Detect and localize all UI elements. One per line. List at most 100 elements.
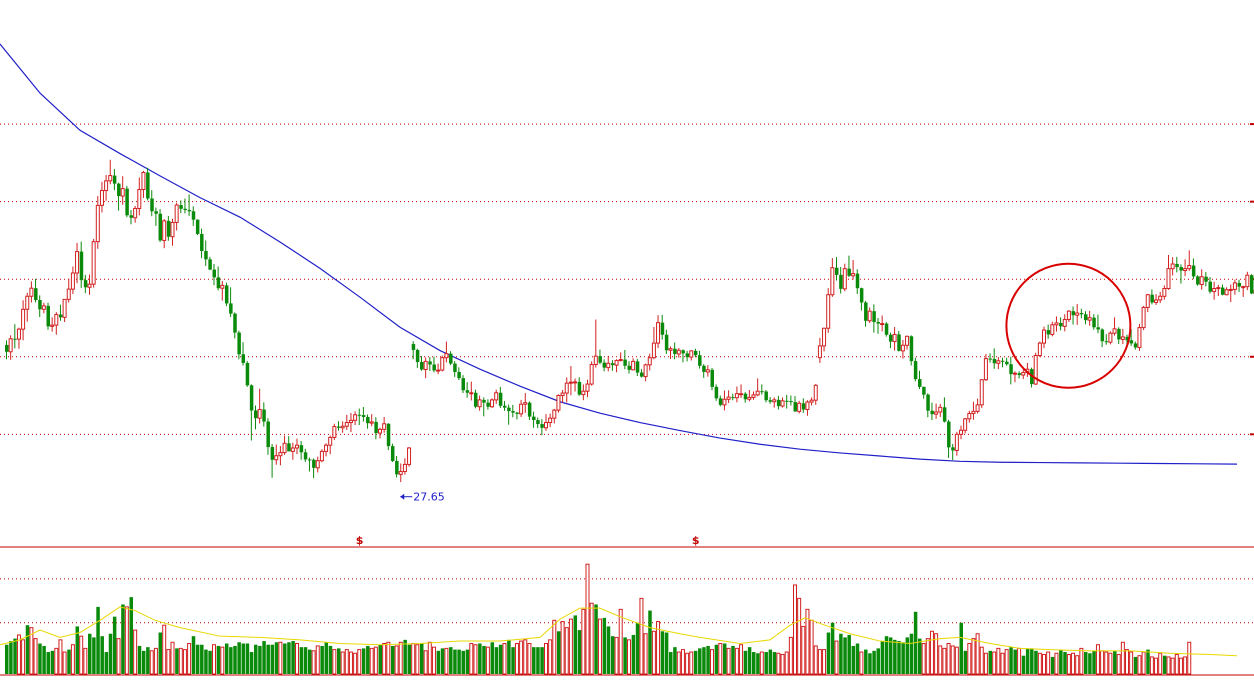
volume-bar-up — [1170, 657, 1175, 675]
volume-bar-down — [536, 647, 540, 674]
candle-body-down — [1005, 361, 1009, 365]
candle — [631, 358, 636, 371]
volume-bar-up — [473, 644, 478, 675]
volume-bar-down — [893, 639, 897, 674]
volume-bar-up — [793, 584, 797, 675]
candle-body-up — [174, 204, 179, 223]
candle-body-up — [880, 323, 885, 326]
volume-bar-down — [756, 653, 760, 674]
volume-bar-down — [121, 604, 125, 674]
volume-bar-down — [100, 636, 104, 674]
candle-body-up — [614, 359, 619, 366]
candle-body-down — [79, 251, 84, 281]
candle — [328, 435, 333, 455]
candle-body-up — [16, 328, 21, 340]
volume-bar-up — [759, 651, 764, 675]
candle-body-down — [1133, 343, 1138, 348]
candle — [930, 402, 934, 421]
volume-bar-down — [905, 637, 910, 674]
candle-body-up — [813, 384, 818, 401]
candle-body-down — [1196, 276, 1200, 285]
volume-bar-up — [485, 646, 490, 675]
candle-body-up — [809, 399, 814, 403]
volume-bar-up — [1071, 652, 1076, 675]
volume-bar-up — [718, 643, 723, 675]
candle-body-down — [183, 208, 187, 211]
candle-body-down — [789, 401, 793, 403]
candle-body-down — [909, 336, 914, 362]
candle-body-up — [585, 383, 590, 392]
volume-bar-up — [1125, 649, 1129, 675]
candle-body-up — [278, 452, 283, 457]
candle-body-down — [947, 421, 951, 448]
candle — [536, 417, 540, 429]
candle — [963, 417, 968, 434]
candle — [428, 357, 432, 372]
candle — [585, 379, 590, 398]
candle — [498, 386, 503, 408]
candle — [909, 335, 914, 366]
candle — [1075, 304, 1080, 325]
candle-body-down — [1191, 265, 1196, 277]
volume-bar-down — [262, 641, 266, 674]
candle-body-up — [772, 399, 777, 403]
candle-body-up — [739, 393, 744, 396]
volume-bar-down — [237, 642, 241, 674]
candle — [166, 215, 171, 241]
candle-body-up — [41, 305, 46, 310]
candle — [668, 346, 673, 359]
candle — [432, 356, 436, 373]
candle-body-up — [548, 417, 553, 424]
candle — [651, 326, 656, 360]
candle-body-down — [602, 362, 607, 368]
candle-body-up — [315, 460, 320, 469]
candle — [1062, 314, 1067, 332]
candle-body-up — [905, 335, 910, 346]
candle — [647, 353, 652, 371]
candle — [449, 351, 453, 366]
candle — [8, 335, 13, 360]
volume-bar-up — [983, 652, 988, 675]
candle-body-up — [66, 288, 71, 300]
candle-body-up — [983, 358, 988, 381]
candle — [262, 402, 266, 427]
candle — [87, 274, 92, 295]
candle-body-up — [1033, 355, 1038, 385]
volume-bar-up — [1004, 649, 1009, 675]
candle-body-down — [125, 188, 129, 216]
candle-body-up — [1216, 287, 1221, 290]
candle-body-down — [577, 381, 582, 395]
candle — [967, 410, 972, 423]
candle-body-down — [270, 447, 275, 460]
volume-bar-up — [548, 639, 553, 675]
candle — [162, 219, 167, 249]
candle — [1187, 250, 1192, 271]
volume-bar-down — [141, 650, 146, 674]
candle-body-up — [324, 444, 329, 452]
candle-body-down — [710, 369, 714, 387]
candle — [685, 350, 690, 362]
candle-body-down — [693, 350, 698, 356]
candle-body-down — [698, 355, 702, 366]
volume-bar-down — [706, 645, 710, 674]
volume-bar-down — [137, 645, 142, 674]
candle — [444, 341, 449, 363]
candle-body-up — [141, 171, 146, 191]
candle-body-down — [681, 350, 685, 354]
volume-bar-down — [752, 652, 756, 674]
candle — [1112, 317, 1117, 336]
candle-body-down — [1084, 314, 1088, 321]
candle-body-up — [934, 411, 939, 415]
volume-bar-down — [498, 644, 503, 674]
volume-bar-up — [925, 638, 930, 675]
candle-body-up — [1054, 322, 1059, 326]
candle — [249, 384, 254, 441]
volume-bar-down — [494, 647, 499, 674]
candle — [805, 400, 810, 416]
candle-body-up — [402, 463, 407, 473]
volume-bar-down — [287, 642, 291, 674]
volume-bar-up — [627, 639, 631, 675]
candle-body-down — [266, 421, 270, 448]
volume-bar-up — [1104, 651, 1109, 675]
volume-bar-down — [92, 637, 96, 674]
